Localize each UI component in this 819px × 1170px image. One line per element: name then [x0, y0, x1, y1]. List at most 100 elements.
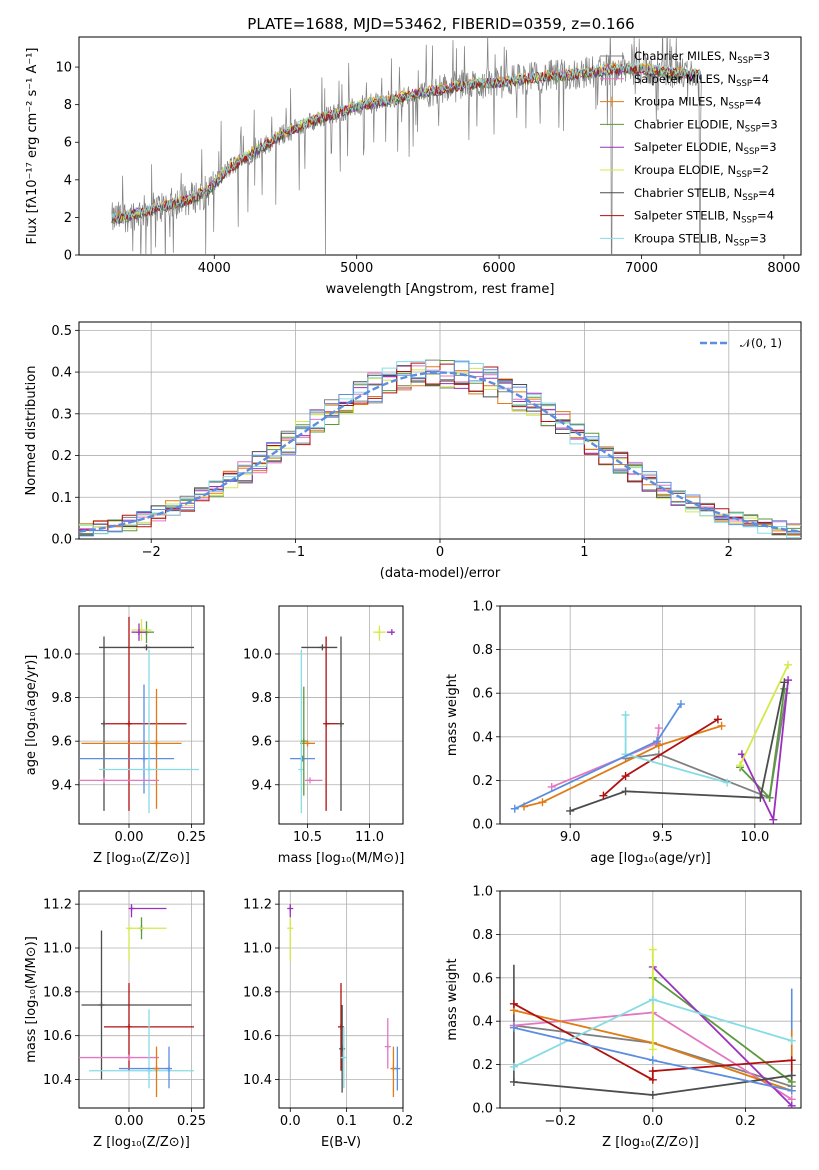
weight-marker: [787, 1036, 796, 1045]
y-tick-label: 0.8: [472, 643, 493, 658]
legend-entry: Chabrier ELODIE, NSSP=3: [634, 117, 778, 134]
data-point: [153, 1046, 160, 1098]
weight-marker: [509, 1023, 518, 1032]
legend-entry: Chabrier STELIB, NSSP=4: [634, 186, 775, 203]
normal-curve: [79, 371, 801, 533]
point-marker: [101, 777, 107, 784]
x-tick-label: 11.0: [355, 830, 384, 845]
x-tick-label: −0.2: [544, 1114, 576, 1129]
model-line-kroupa-stelib: [111, 61, 702, 223]
weight-lines: [510, 660, 793, 824]
weight-line-kroupa-elodie: [739, 664, 789, 766]
point-marker: [126, 720, 132, 727]
weight-marker: [648, 1067, 657, 1076]
data-point: [119, 1046, 172, 1089]
y-tick-label: 1.0: [472, 885, 493, 900]
y-tick-label: 0.0: [472, 818, 493, 833]
data-point: [106, 616, 187, 811]
y-tick-label: 10.8: [243, 985, 272, 1000]
legend-entry: Kroupa MILES, NSSP=4: [634, 95, 761, 112]
point-marker: [153, 740, 160, 747]
y-tick-label: 0.5: [51, 324, 72, 339]
y-tick-label: 2: [64, 211, 72, 226]
errorbars: [290, 625, 395, 814]
x-tick-label: 0.2: [735, 1114, 756, 1129]
mass-vs-Z-panel: 0.00 0.25 10.4 10.6 10.8 11.0 11.2 Z [log₁₀(Z/Z…: [24, 890, 206, 1150]
point-marker: [146, 766, 152, 773]
x-axis-label: E(B-V): [321, 1135, 361, 1150]
weight-marker: [648, 1056, 657, 1065]
data-point: [373, 625, 386, 641]
weight-marker: [648, 1075, 657, 1084]
point-marker: [323, 720, 330, 727]
weight-marker: [787, 1101, 796, 1108]
weight-marker: [676, 700, 685, 709]
y-tick-label: 1.0: [472, 600, 493, 615]
data-point: [338, 636, 344, 811]
x-tick-label: 0.25: [177, 830, 206, 845]
weight-marker: [652, 737, 661, 746]
x-tick-label: 0.00: [115, 1114, 144, 1129]
axes-frame: [278, 605, 404, 825]
weight-line-salpeter-stelib: [513, 1003, 792, 1082]
weight-marker: [621, 711, 630, 719]
x-tick-label: 0.0: [280, 1114, 301, 1129]
data-point: [301, 644, 338, 651]
mass-vs-EBV-panel: 0.0 0.1 0.2 10.4 10.6 10.8 11.0 11.2 E(B-V): [243, 890, 413, 1150]
x-axis-label: Z [log₁₀(Z/Z⊙)]: [93, 851, 190, 866]
data-point: [81, 930, 192, 1080]
x-axis-label: Z [log₁₀(Z/Z⊙)]: [93, 1135, 190, 1150]
data-point: [99, 644, 194, 651]
weight-marker: [787, 1056, 796, 1065]
y-tick-label: 6: [64, 136, 72, 151]
point-marker: [141, 755, 147, 762]
x-tick-label: 4000: [198, 261, 231, 276]
data-point: [390, 1046, 397, 1098]
data-point: [131, 619, 152, 641]
weight-marker: [621, 787, 630, 796]
x-tick-label: 10.0: [740, 830, 769, 845]
spectrum-data-line: [111, 37, 702, 255]
weight-marker: [509, 999, 518, 1008]
y-tick-label: 9.4: [251, 778, 272, 793]
x-tick-label: 2: [725, 545, 733, 560]
point-marker: [128, 905, 135, 912]
weight-lines: [509, 945, 796, 1108]
data-point: [287, 917, 294, 962]
axes-frame: [78, 890, 205, 1109]
point-marker: [126, 1054, 132, 1061]
weight-marker: [780, 678, 789, 687]
weight-marker: [756, 793, 765, 802]
point-marker: [126, 925, 132, 932]
x-tick-label: 0.00: [115, 830, 144, 845]
point-marker: [153, 1065, 160, 1072]
y-axis-label: mass weight: [445, 674, 460, 756]
y-tick-label: 0.2: [472, 774, 493, 789]
y-tick-label: 0.0: [51, 533, 72, 548]
weight-vs-Z-panel: −0.2 0.0 0.2 0.0 0.2 0.4 0.6 0.8 1.0 Z [log₁₀(Z/Z…: [445, 885, 802, 1150]
legend-entry: Kroupa STELIB, NSSP=3: [634, 231, 766, 248]
y-tick-label: 8: [64, 98, 72, 113]
y-tick-label: 11.0: [243, 941, 272, 956]
weight-marker: [723, 778, 732, 787]
weight-marker: [769, 815, 778, 824]
y-tick-label: 10.4: [243, 1073, 272, 1088]
weight-marker: [787, 1086, 796, 1095]
y-tick-label: 10.4: [43, 1073, 72, 1088]
y-axis-label: mass weight: [445, 958, 460, 1040]
point-marker: [384, 1043, 391, 1050]
y-tick-label: 0.2: [51, 449, 72, 464]
y-tick-label: 9.8: [51, 691, 72, 706]
point-marker: [376, 629, 383, 636]
y-tick-label: 0.8: [472, 928, 493, 943]
weight-line-salpeter-elodie: [652, 966, 793, 1107]
data-point: [386, 629, 395, 636]
point-marker: [300, 738, 307, 745]
axes-frame: [499, 605, 802, 825]
point-marker: [319, 644, 326, 651]
spectrum-legend: Chabrier MILES, NSSP=3 Salpeter MILES, NS…: [600, 49, 778, 248]
point-marker: [98, 1001, 105, 1008]
y-tick-label: 4: [64, 173, 72, 188]
axes-frame: [78, 36, 802, 256]
